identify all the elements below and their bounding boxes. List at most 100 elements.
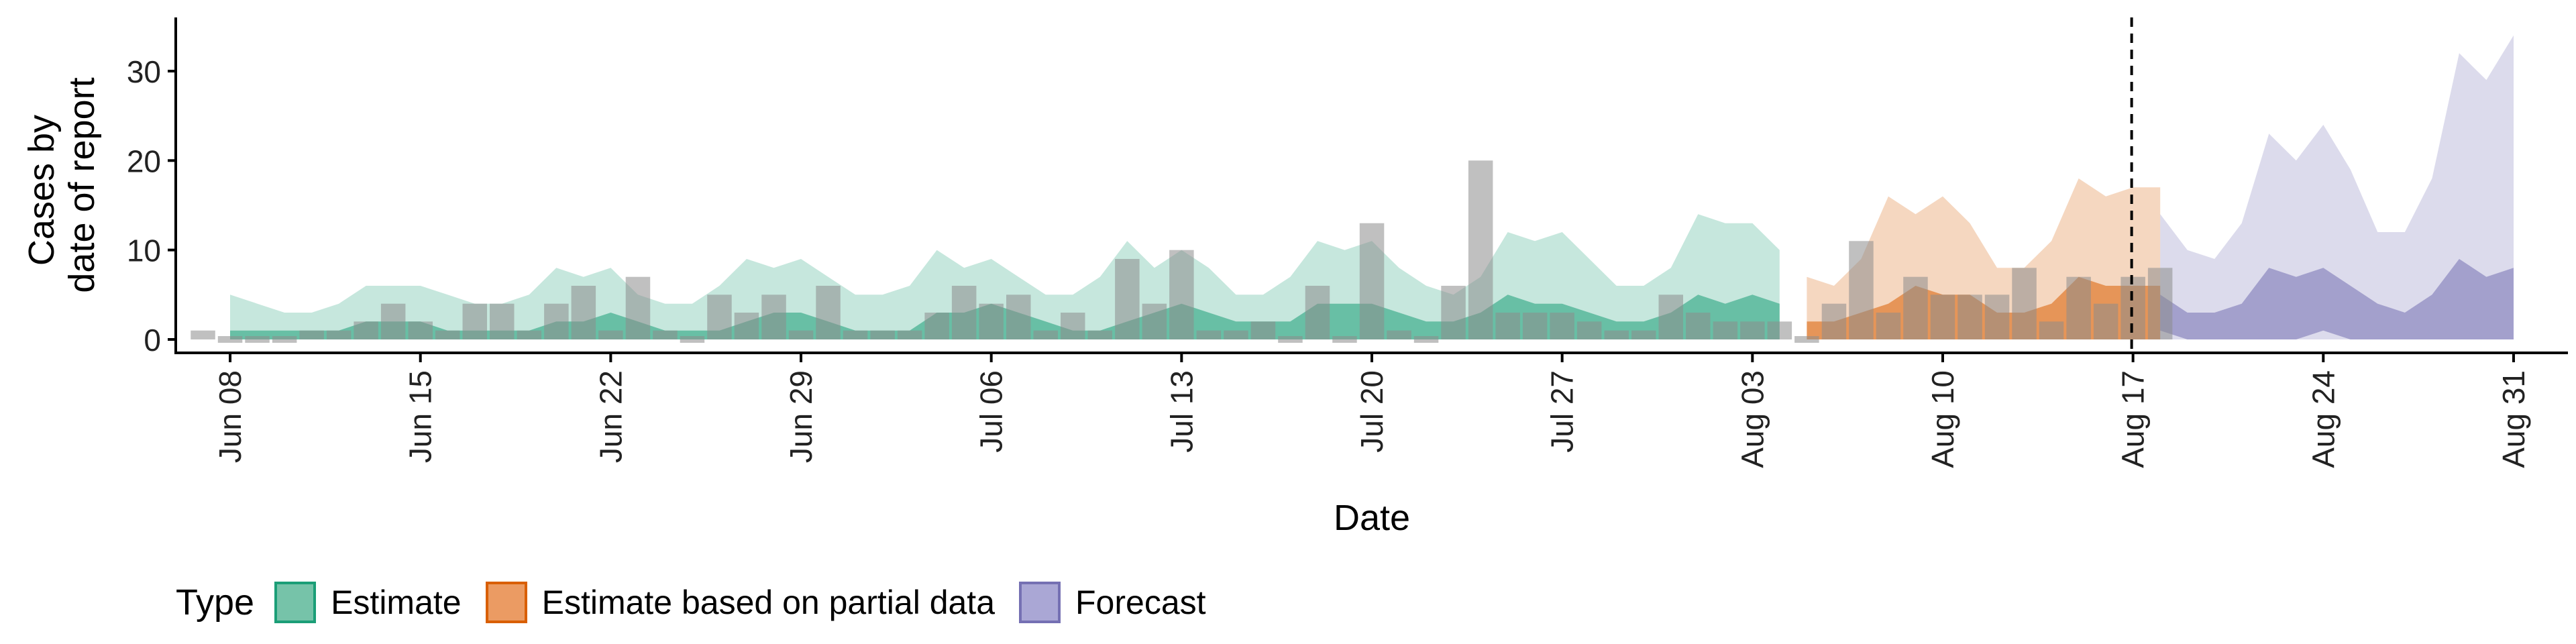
reported-cases-bar bbox=[1278, 336, 1303, 343]
reported-cases-bar bbox=[1196, 330, 1222, 339]
reported-cases-bar bbox=[1115, 259, 1140, 339]
reported-cases-bar bbox=[1631, 330, 1656, 339]
reported-cases-bar bbox=[326, 330, 352, 339]
reported-cases-bar bbox=[2039, 321, 2064, 339]
reported-cases-bar bbox=[653, 330, 678, 339]
reported-cases-bar bbox=[897, 330, 922, 339]
axes: Date Cases by date of report 0 10 20 30 Jun … bbox=[21, 17, 2568, 538]
legend-item-partial: Estimate based on partial data bbox=[485, 582, 996, 623]
x-axis-title: Date bbox=[1334, 498, 1410, 538]
reported-cases-bar bbox=[1713, 321, 1738, 339]
reported-cases-bar bbox=[1468, 160, 1493, 340]
y-axis-title-line-1: Cases by bbox=[21, 115, 62, 266]
reported-cases-bar bbox=[217, 336, 243, 343]
x-tick-label: Jun 29 bbox=[784, 370, 818, 463]
legend-swatch-estimate bbox=[274, 582, 317, 623]
reported-cases-bar bbox=[1441, 286, 1466, 339]
x-tick-label: Aug 24 bbox=[2306, 370, 2341, 468]
x-tick-label: Jun 22 bbox=[593, 370, 628, 463]
reported-cases-bar bbox=[490, 303, 515, 339]
reported-cases-bar bbox=[1006, 294, 1031, 339]
reported-cases-bar bbox=[979, 303, 1004, 339]
reported-cases-bar bbox=[1686, 313, 1711, 339]
legend-swatch-partial bbox=[485, 582, 527, 623]
reported-cases-bar bbox=[2121, 276, 2145, 339]
reported-cases-bar bbox=[816, 286, 841, 339]
reported-cases-bar bbox=[1984, 294, 2010, 339]
reported-cases-bar bbox=[870, 330, 895, 339]
reported-cases-bar bbox=[1903, 276, 1928, 339]
y-axis-title-line-2: date of report bbox=[62, 77, 102, 292]
legend-item-estimate: Estimate bbox=[274, 582, 462, 623]
reported-cases-bar bbox=[191, 330, 215, 339]
reported-cases-bar bbox=[272, 336, 297, 343]
reported-cases-bar bbox=[245, 336, 270, 343]
x-tick-label: Jun 08 bbox=[213, 370, 248, 463]
x-tick-label: Aug 03 bbox=[1735, 370, 1770, 468]
reported-cases-bar bbox=[354, 321, 378, 339]
y-tick-label: 30 bbox=[127, 54, 161, 89]
ribbon-outer-forecast bbox=[2160, 35, 2514, 339]
x-tick-label: Aug 10 bbox=[1925, 370, 1960, 468]
reported-cases-bar bbox=[1957, 294, 1982, 339]
reported-cases-bar bbox=[951, 286, 977, 339]
reported-cases-bar bbox=[2093, 303, 2118, 339]
legend-label-forecast: Forecast bbox=[1075, 584, 1206, 621]
reported-cases-bar bbox=[598, 330, 623, 339]
reported-cases-bar bbox=[517, 330, 542, 339]
reported-cases-bar bbox=[1359, 223, 1385, 339]
legend-label-partial: Estimate based on partial data bbox=[541, 584, 996, 621]
x-tick-label: Jul 27 bbox=[1545, 370, 1580, 453]
reported-cases-bar bbox=[625, 276, 651, 339]
x-tick-label: Jul 06 bbox=[974, 370, 1009, 453]
reported-cases-bar bbox=[1658, 294, 1683, 339]
reported-cases-bar bbox=[2012, 268, 2037, 339]
reported-cases-bar bbox=[1250, 321, 1276, 339]
reported-cases-bar bbox=[1550, 313, 1574, 339]
reported-cases-bar bbox=[571, 286, 596, 339]
reported-cases-bar bbox=[1876, 313, 1901, 339]
x-tick-label: Aug 17 bbox=[2116, 370, 2151, 468]
reported-cases-bar bbox=[1576, 321, 1602, 339]
reported-cases-bar bbox=[380, 303, 406, 339]
reported-cases-bar bbox=[788, 330, 814, 339]
ribbon-inner-estimate bbox=[230, 294, 1780, 339]
plot-area bbox=[191, 17, 2514, 353]
reported-cases-bar bbox=[1169, 250, 1194, 339]
reported-cases-bar bbox=[435, 330, 460, 339]
reported-cases-bar bbox=[1087, 330, 1112, 339]
ribbon-outer-estimate bbox=[230, 214, 1780, 339]
reported-cases-bar bbox=[1604, 330, 1629, 339]
reported-cases-bar bbox=[707, 294, 732, 339]
x-tick-label: Jul 20 bbox=[1354, 370, 1389, 453]
reported-cases-bar bbox=[299, 330, 324, 339]
x-tick-label: Jul 13 bbox=[1164, 370, 1199, 453]
reported-cases-bar bbox=[1740, 321, 1765, 339]
reported-cases-bar bbox=[1767, 321, 1792, 339]
reported-cases-bar bbox=[408, 321, 433, 339]
y-axis-title: Cases by date of report bbox=[21, 77, 102, 292]
x-tick-label: Jun 15 bbox=[403, 370, 438, 463]
reported-cases-bar bbox=[1849, 241, 1874, 339]
reported-cases-bar bbox=[761, 294, 786, 339]
reported-cases-bar bbox=[843, 330, 868, 339]
reported-cases-bar bbox=[1794, 336, 1819, 343]
reported-cases-bar bbox=[2147, 268, 2173, 339]
legend-item-forecast: Forecast bbox=[1019, 582, 1206, 623]
reported-cases-bar bbox=[544, 303, 569, 339]
reported-cases-bar bbox=[1413, 336, 1439, 343]
cases-chart: Date Cases by date of report 0 10 20 30 Jun … bbox=[21, 17, 2568, 538]
reported-cases-bar bbox=[734, 313, 759, 339]
reported-cases-bar bbox=[1224, 330, 1248, 339]
reported-cases-bar bbox=[1061, 313, 1085, 339]
y-tick-label: 10 bbox=[127, 233, 161, 268]
legend-swatch-forecast bbox=[1019, 582, 1061, 623]
y-tick-label: 20 bbox=[127, 144, 161, 178]
reported-cases-bar bbox=[1387, 330, 1411, 339]
reported-cases-bar bbox=[1142, 303, 1167, 339]
legend-title: Type bbox=[176, 582, 255, 623]
reported-cases-bar bbox=[1033, 330, 1058, 339]
reported-cases-bar bbox=[924, 313, 949, 339]
legend-label-estimate: Estimate bbox=[331, 584, 462, 621]
reported-cases-bar bbox=[1305, 286, 1330, 339]
